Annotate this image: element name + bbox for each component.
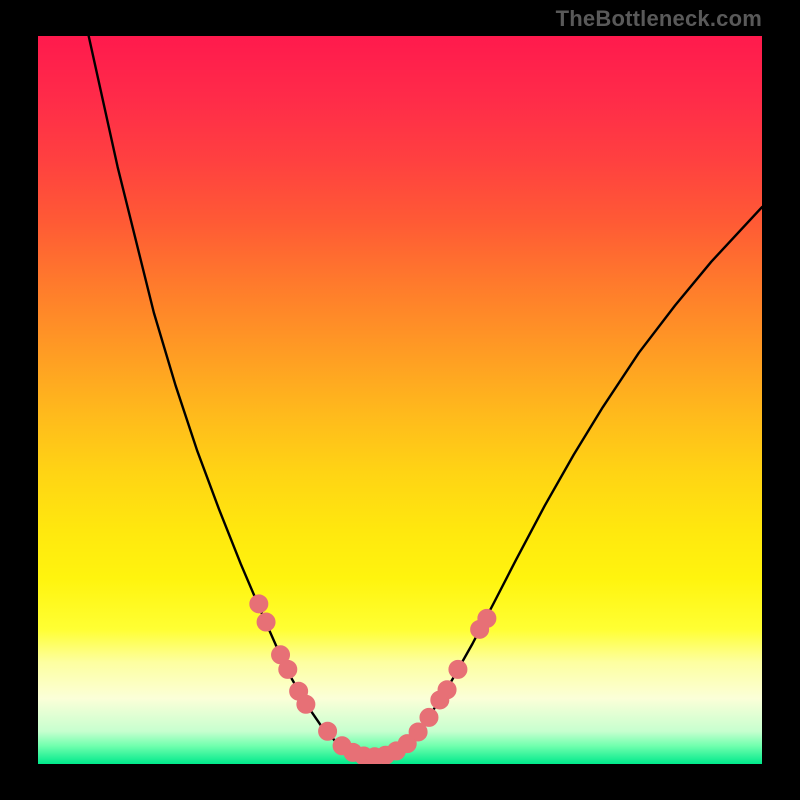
- data-marker: [257, 613, 275, 631]
- data-marker: [319, 722, 337, 740]
- data-marker: [478, 609, 496, 627]
- data-marker: [438, 681, 456, 699]
- data-marker: [279, 660, 297, 678]
- chart-frame: TheBottleneck.com: [0, 0, 800, 800]
- data-marker: [297, 695, 315, 713]
- data-marker: [420, 708, 438, 726]
- plot-area: [38, 36, 762, 764]
- data-marker: [449, 660, 467, 678]
- bottleneck-curve: [38, 36, 762, 764]
- watermark-text: TheBottleneck.com: [556, 6, 762, 32]
- data-marker: [250, 595, 268, 613]
